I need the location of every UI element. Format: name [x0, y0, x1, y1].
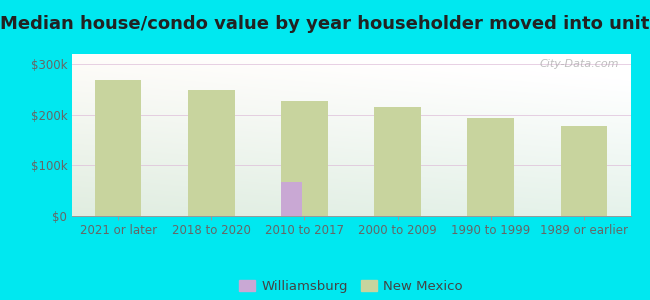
Text: Median house/condo value by year householder moved into unit: Median house/condo value by year househo…	[0, 15, 650, 33]
Bar	[560, 126, 607, 216]
Bar	[467, 118, 514, 216]
Bar	[374, 107, 421, 216]
Bar	[281, 182, 302, 216]
Legend: Williamsburg, New Mexico: Williamsburg, New Mexico	[233, 274, 469, 298]
Bar	[95, 80, 142, 216]
Text: City-Data.com: City-Data.com	[540, 59, 619, 69]
Bar	[188, 91, 235, 216]
Bar	[281, 100, 328, 216]
